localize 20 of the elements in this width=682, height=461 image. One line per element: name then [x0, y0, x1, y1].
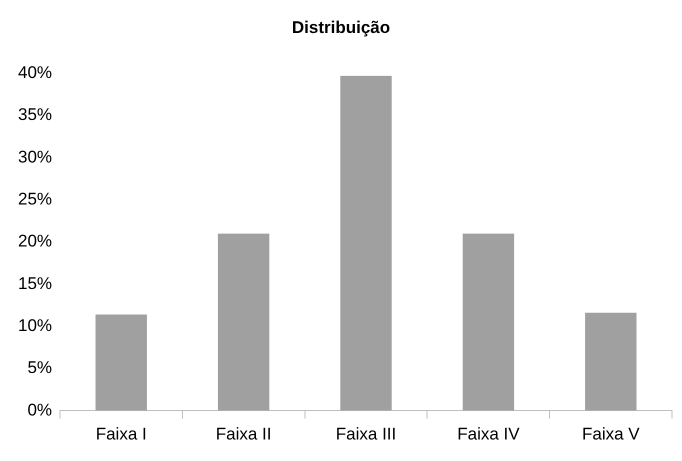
bar	[218, 234, 270, 411]
y-tick-label: 0%	[27, 400, 52, 420]
bar	[340, 76, 392, 411]
y-tick-label: 10%	[18, 316, 52, 335]
x-tick-label: Faixa II	[216, 424, 272, 444]
x-tick-label: Faixa IV	[457, 424, 520, 444]
x-tick-label: Faixa III	[336, 424, 396, 444]
bar	[96, 314, 147, 411]
y-tick-label: 25%	[18, 190, 52, 209]
y-tick-label: 30%	[18, 147, 52, 166]
x-tick-label: Faixa V	[582, 424, 640, 444]
y-tick-label: 35%	[18, 105, 52, 124]
bar	[585, 312, 637, 411]
y-tick-label: 15%	[18, 274, 52, 293]
bar	[462, 234, 514, 411]
chart-title: Distribuição	[292, 18, 390, 37]
x-tick-label: Faixa I	[96, 424, 147, 444]
y-tick-label: 40%	[18, 63, 52, 82]
y-tick-label: 5%	[27, 358, 52, 378]
y-tick-label: 20%	[18, 232, 52, 251]
